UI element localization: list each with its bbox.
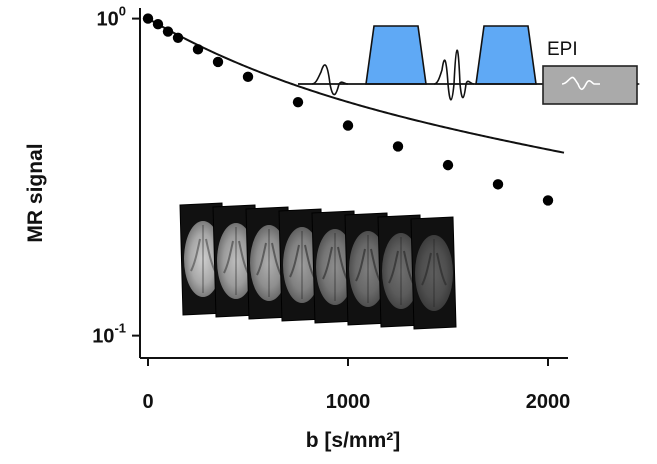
diffusion-gradient-1 — [365, 25, 427, 85]
data-point — [152, 19, 164, 30]
x-axis-ticks: 0 1000 2000 — [142, 358, 570, 413]
y-tick-label: 10-1 — [92, 321, 126, 348]
data-point — [342, 120, 354, 131]
x-tick-label: 2000 — [526, 391, 571, 413]
data-point — [142, 13, 154, 24]
diffusion-gradient-2 — [475, 25, 537, 85]
data-point — [172, 32, 184, 43]
data-point — [492, 179, 504, 190]
y-tick-base: 10 — [97, 9, 119, 31]
axes — [139, 8, 568, 359]
data-points — [142, 13, 554, 206]
x-tick-label: 0 — [142, 391, 153, 413]
data-point — [442, 159, 454, 171]
dwi-image-slice — [410, 216, 457, 330]
dwi-image-stack — [179, 202, 457, 330]
rf-excitation-pulse — [311, 64, 349, 96]
x-tick-label: 1000 — [326, 391, 371, 413]
rf-refocus-pulse — [433, 49, 475, 101]
data-point — [542, 195, 554, 206]
data-point — [392, 141, 404, 152]
y-tick-exponent: 0 — [119, 4, 126, 19]
y-axis-title: MR signal — [24, 143, 47, 242]
y-tick-exponent: -1 — [114, 321, 126, 336]
data-point — [212, 56, 224, 68]
epi-readout-box — [542, 65, 638, 105]
echo-signal — [561, 76, 600, 91]
x-axis-title: b [s/mm²] — [306, 429, 401, 452]
data-point — [242, 71, 254, 83]
fit-curve-line — [147, 17, 565, 154]
y-tick-label: 100 — [97, 4, 126, 31]
y-tick-base: 10 — [92, 326, 114, 348]
data-point — [192, 44, 204, 55]
pulse-sequence-inset: EPI — [298, 25, 640, 105]
data-point — [292, 96, 304, 108]
data-point — [162, 26, 174, 37]
epi-label: EPI — [547, 39, 578, 60]
